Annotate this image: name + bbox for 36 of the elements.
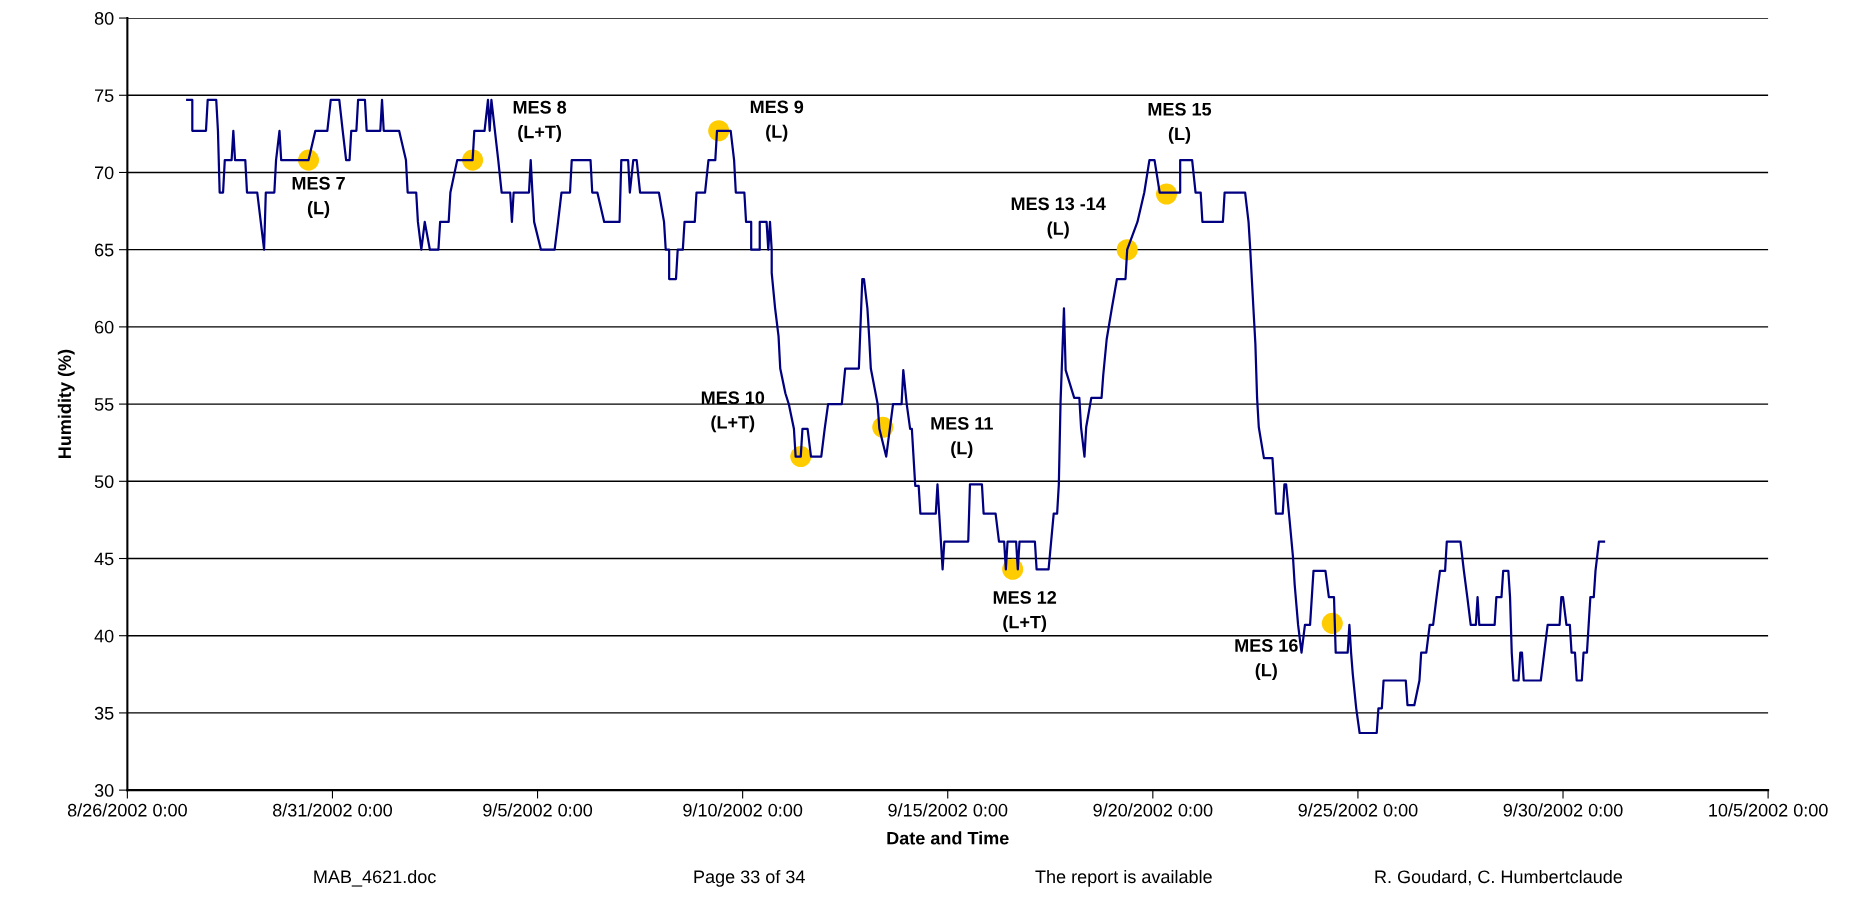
x-tick-label: 9/5/2002 0:00 xyxy=(483,803,593,817)
x-tick-label: 9/30/2002 0:00 xyxy=(1503,803,1623,817)
y-tick-label: 35 xyxy=(94,706,114,720)
text: The report is available xyxy=(1035,869,1212,887)
y-tick-label: 75 xyxy=(95,89,114,102)
y-tick-label: 60 xyxy=(95,320,114,334)
y-axis-title: Humidity (%) xyxy=(57,349,75,459)
annotation: MES 9 (L) xyxy=(750,100,804,142)
annotation: MES 7 (L) xyxy=(292,176,345,218)
annotation: MES 15 (L) xyxy=(1148,102,1212,144)
annotation: MES 10 (L+T) xyxy=(701,391,765,433)
text: MAB_4621.doc xyxy=(314,869,436,887)
y-tick-label: 65 xyxy=(95,243,114,257)
annotation: MES 8 (L+T) xyxy=(513,100,567,142)
x-tick-label: 8/31/2002 0:00 xyxy=(273,803,392,817)
x-tick-label: 9/20/2002 0:00 xyxy=(1093,803,1213,817)
x-tick-label: 9/10/2002 0:00 xyxy=(683,803,803,817)
text: R. Goudard, C. Humbertclaude xyxy=(1375,869,1623,886)
y-tick-label: 50 xyxy=(94,475,114,489)
y-tick-label: 30 xyxy=(94,784,114,797)
y-tick-label: 70 xyxy=(95,166,114,180)
x-tick-label: 10/5/2002 0:00 xyxy=(1709,803,1828,817)
annotation: MES 16 (L) xyxy=(1235,639,1298,681)
y-tick-label: 45 xyxy=(94,552,114,566)
y-tick-label: 55 xyxy=(94,398,114,411)
y-tick-label: 80 xyxy=(94,11,114,25)
x-tick-label: 9/25/2002 0:00 xyxy=(1298,803,1418,817)
annotation: MES 12 (L+T) xyxy=(993,591,1057,633)
x-tick-label: 8/26/2002 0:00 xyxy=(67,803,187,817)
line-series xyxy=(186,98,1606,735)
y-tick-label: 40 xyxy=(94,629,114,643)
x-tick-label: 9/15/2002 0:00 xyxy=(888,803,1008,817)
annotation: MES 13 -14 (L) xyxy=(1011,197,1106,239)
annotation: MES 11 (L) xyxy=(931,416,993,459)
x-axis-title: Date and Time xyxy=(887,831,1009,845)
text: Page 33 of 34 xyxy=(694,869,805,887)
